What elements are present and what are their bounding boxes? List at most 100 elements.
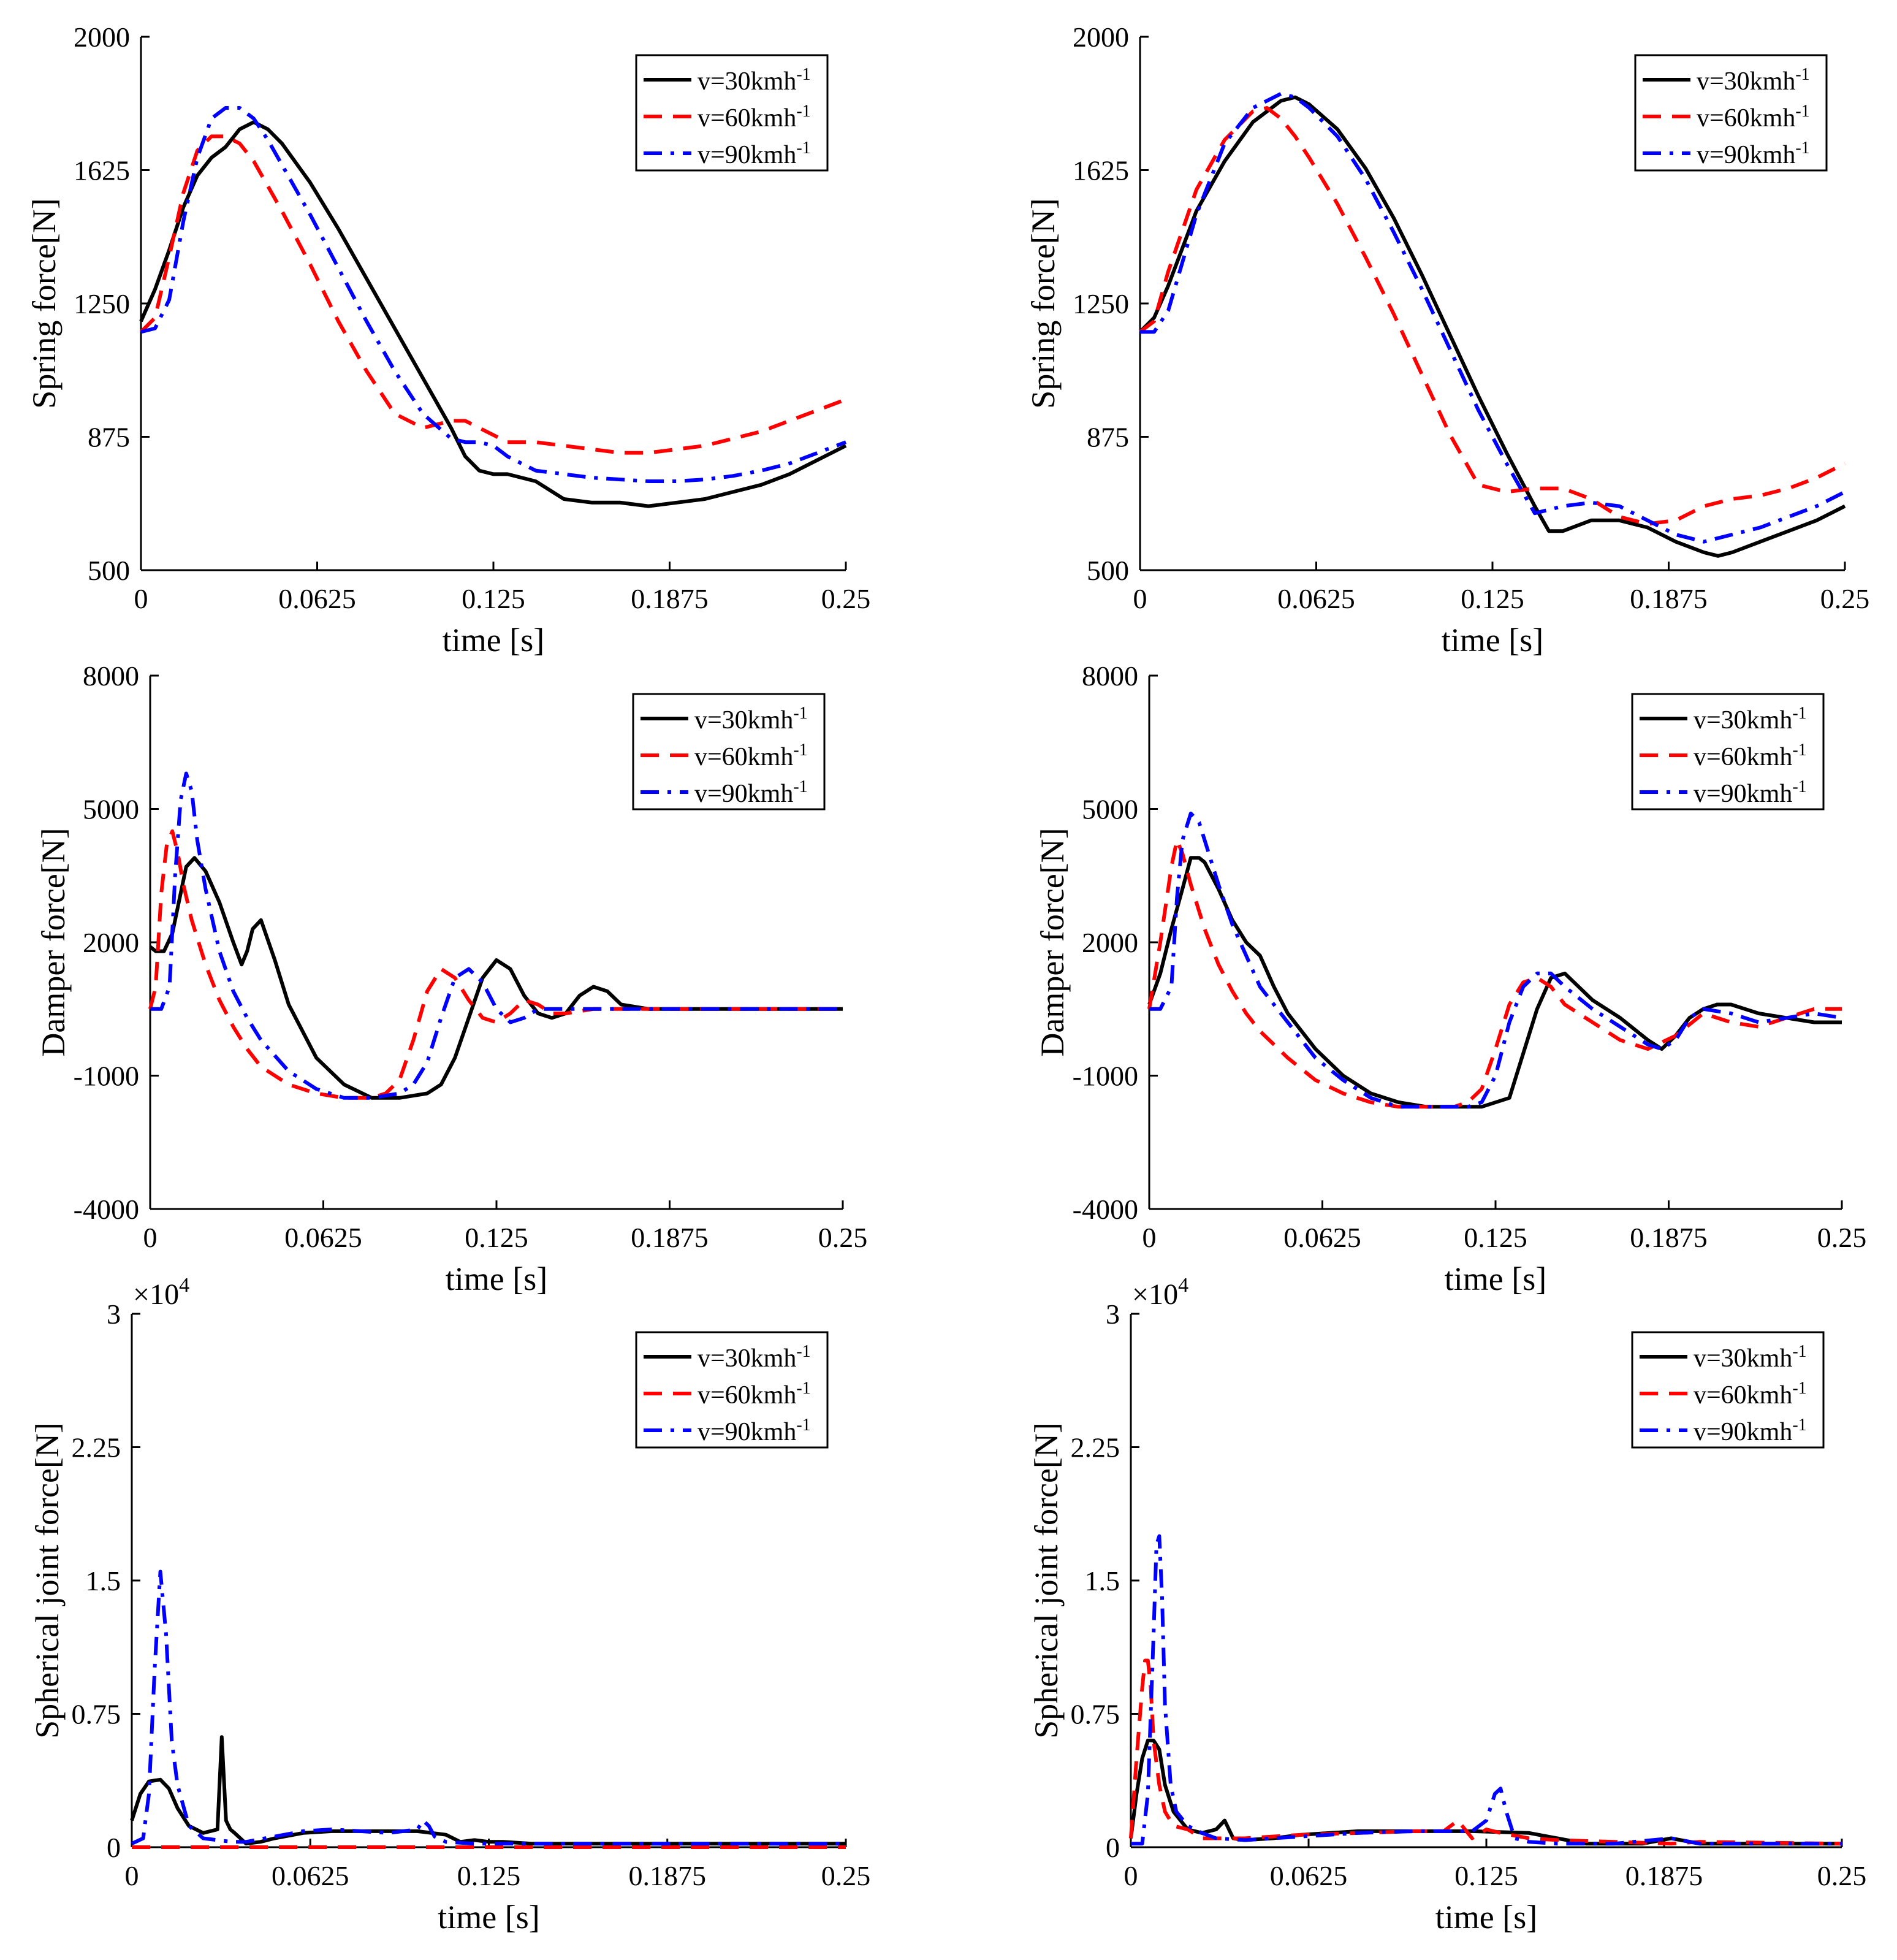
series-line-v90kmh: [1149, 811, 1842, 1109]
legend-label: v=90kmh-1: [1697, 139, 1810, 169]
x-axis-label: time [s]: [1442, 622, 1543, 658]
x-tick-label: 0.125: [465, 1222, 528, 1253]
series-line-v30kmh: [130, 1735, 846, 1846]
y-axis-label: Spherical joint force[N]: [29, 1422, 66, 1739]
y-tick-label: 0: [1106, 1832, 1120, 1863]
series-line-v60kmh: [139, 134, 847, 455]
x-tick-label: 0: [134, 583, 148, 614]
axis-exponent: ×104: [133, 1274, 189, 1311]
series-line-v90kmh: [1140, 91, 1846, 544]
legend: v=30kmh-1 v=60kmh-1 v=90kmh-1: [632, 693, 826, 810]
x-tick-label: 0.0625: [1270, 1860, 1348, 1891]
y-axis-label: Spring force[N]: [1025, 198, 1062, 408]
y-tick-label: 2000: [1073, 21, 1129, 53]
x-tick-label: 0.1875: [631, 1222, 709, 1253]
legend-label: v=30kmh-1: [698, 1342, 811, 1373]
y-tick-label: 1250: [74, 288, 130, 319]
axis-exponent: ×104: [1132, 1274, 1188, 1311]
y-axis-label: Spring force[N]: [26, 198, 63, 408]
x-tick-label: 0.1875: [629, 1860, 707, 1891]
x-tick-label: 0: [1124, 1860, 1138, 1891]
legend-label: v=90kmh-1: [1694, 777, 1807, 808]
legend-label: v=90kmh-1: [698, 1416, 811, 1446]
x-tick-label: 0.0625: [278, 583, 356, 614]
x-tick-label: 0.125: [1464, 1222, 1527, 1253]
series-line-v30kmh: [1147, 856, 1842, 1109]
series-line-v60kmh: [1147, 838, 1842, 1109]
y-tick-label: 5000: [1082, 794, 1138, 825]
x-tick-label: 0.0625: [272, 1860, 349, 1891]
y-tick-label: 2.25: [72, 1432, 121, 1463]
y-tick-label: 0.75: [72, 1699, 121, 1730]
y-tick-label: 0.75: [1071, 1699, 1120, 1730]
legend-label: v=90kmh-1: [694, 777, 808, 808]
x-tick-label: 0: [125, 1860, 139, 1891]
x-tick-label: 0.0625: [284, 1222, 362, 1253]
series-line-v90kmh: [150, 771, 843, 1100]
x-axis-label: time [s]: [1445, 1260, 1546, 1297]
y-tick-label: -1000: [1073, 1061, 1138, 1092]
x-tick-label: 0.1875: [1630, 583, 1708, 614]
y-tick-label: 3: [107, 1298, 121, 1330]
series-line-v90kmh: [140, 106, 847, 483]
y-tick-label: 0: [107, 1832, 121, 1863]
y-axis-label: Spherical joint force[N]: [1028, 1422, 1065, 1739]
y-tick-label: 875: [1087, 422, 1129, 453]
x-tick-label: 0.125: [1454, 1860, 1518, 1891]
x-tick-label: 0.1875: [1630, 1222, 1708, 1253]
y-tick-label: 8000: [1082, 660, 1138, 692]
x-tick-label: 0.1875: [1625, 1860, 1703, 1891]
x-tick-label: 0.25: [1817, 1222, 1867, 1253]
legend-label: v=60kmh-1: [698, 102, 811, 132]
series-line-v30kmh: [1138, 95, 1846, 558]
legend: v=30kmh-1 v=60kmh-1 v=90kmh-1: [635, 1331, 829, 1449]
legend: v=30kmh-1 v=60kmh-1 v=90kmh-1: [1631, 1331, 1825, 1449]
legend: v=30kmh-1 v=60kmh-1 v=90kmh-1: [1631, 693, 1825, 810]
legend-label: v=90kmh-1: [698, 139, 811, 169]
y-tick-label: 8000: [83, 660, 139, 692]
y-tick-label: -4000: [74, 1194, 139, 1225]
y-tick-label: 2000: [1082, 927, 1138, 958]
x-tick-label: 0.25: [1817, 1860, 1867, 1891]
x-tick-label: 0: [143, 1222, 158, 1253]
legend-label: v=60kmh-1: [1694, 741, 1807, 771]
legend-label: v=30kmh-1: [1697, 65, 1810, 96]
y-axis-label: Damper force[N]: [35, 828, 72, 1056]
y-tick-label: 500: [88, 555, 130, 586]
legend-label: v=60kmh-1: [1694, 1379, 1807, 1409]
x-axis-label: time [s]: [446, 1260, 547, 1297]
y-tick-label: 875: [88, 422, 130, 453]
y-tick-label: 2.25: [1071, 1432, 1120, 1463]
y-tick-label: 1.5: [1085, 1565, 1120, 1596]
y-tick-label: 2000: [83, 927, 139, 958]
chart-panel-4: 0 0.0625 0.125 0.1875 0.25 -4000 -1000 2000 5000…: [1034, 660, 1866, 1297]
legend-box: [1631, 1331, 1825, 1449]
x-tick-label: 0.125: [1461, 583, 1524, 614]
x-tick-label: 0.125: [462, 583, 525, 614]
x-tick-label: 0: [1133, 583, 1147, 614]
x-axis-label: time [s]: [443, 622, 544, 658]
y-tick-label: 500: [1087, 555, 1129, 586]
y-axis-label: Damper force[N]: [1034, 828, 1071, 1056]
y-tick-label: 3: [1106, 1298, 1120, 1330]
chart-panel-2: 0 0.0625 0.125 0.1875 0.25 500 875 1250 1625 2000…: [1025, 21, 1869, 658]
legend-box: [635, 1331, 829, 1449]
series-line-v60kmh: [1129, 1658, 1842, 1846]
legend-box: [1634, 54, 1828, 172]
x-tick-label: 0.0625: [1277, 583, 1355, 614]
y-tick-label: 1625: [1073, 155, 1129, 186]
legend-label: v=30kmh-1: [698, 65, 811, 96]
x-tick-label: 0.1875: [631, 583, 709, 614]
legend-box: [635, 54, 829, 172]
series-line-v30kmh: [139, 120, 847, 508]
legend-label: v=30kmh-1: [694, 704, 808, 734]
x-tick-label: 0: [1142, 1222, 1157, 1253]
x-axis-label: time [s]: [438, 1899, 539, 1935]
legend-label: v=30kmh-1: [1694, 704, 1807, 734]
y-tick-label: 1250: [1073, 288, 1129, 319]
y-tick-label: -1000: [74, 1061, 139, 1092]
chart-panel-6: 0 0.0625 0.125 0.1875 0.25 0 0.75 1.5 2.25 3 time …: [1028, 1274, 1866, 1935]
x-tick-label: 0.25: [818, 1222, 868, 1253]
legend: v=30kmh-1 v=60kmh-1 v=90kmh-1: [1634, 54, 1828, 172]
x-tick-label: 0.0625: [1283, 1222, 1361, 1253]
